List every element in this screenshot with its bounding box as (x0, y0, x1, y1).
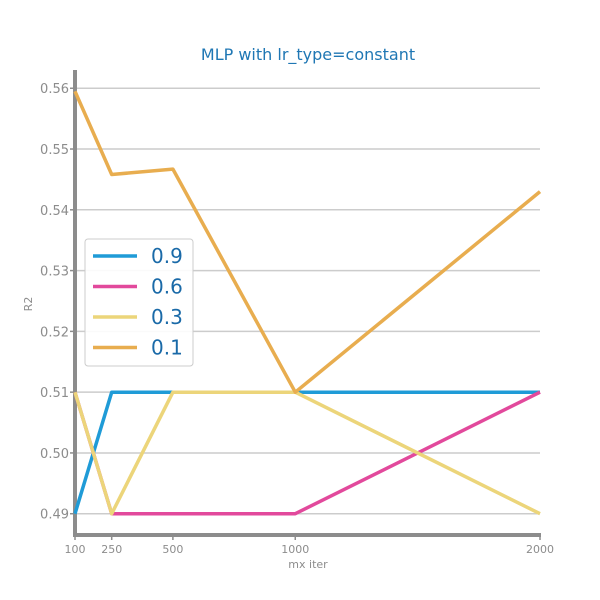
series-lines (73, 90, 542, 516)
x-tick-labels: 100 250 500 1000 2000 (65, 535, 554, 556)
y-tick-label: 0.56 (40, 82, 69, 97)
legend-label: 0.9 (151, 244, 183, 268)
legend-label: 0.3 (151, 305, 183, 329)
y-tick-label: 0.55 (40, 143, 69, 158)
y-tick-label: 0.50 (40, 447, 69, 462)
x-tick-label: 2000 (526, 543, 554, 556)
legend-box (84, 238, 194, 367)
y-tick-labels: 0.49 0.50 0.51 0.52 0.53 0.54 0.55 0.56 (40, 82, 75, 523)
axes (73, 70, 541, 537)
y-tick-label: 0.52 (40, 325, 69, 340)
series-line (73, 90, 542, 394)
x-axis-label: mx iter (288, 558, 328, 571)
y-tick-label: 0.54 (40, 204, 69, 219)
x-tick-label: 250 (101, 543, 122, 556)
legend: 0.9 0.6 0.3 0.1 (84, 238, 194, 367)
y-tick-label: 0.51 (40, 386, 69, 401)
x-tick-label: 100 (65, 543, 86, 556)
x-tick-label: 1000 (281, 543, 309, 556)
legend-label: 0.6 (151, 275, 183, 299)
chart-title: MLP with lr_type=constant (201, 45, 415, 65)
series-line (73, 390, 541, 516)
x-tick-label: 500 (162, 543, 183, 556)
y-axis-label: R2 (22, 297, 35, 312)
legend-label: 0.1 (151, 336, 183, 360)
y-tick-label: 0.53 (40, 265, 69, 280)
y-tick-label: 0.49 (40, 508, 69, 523)
